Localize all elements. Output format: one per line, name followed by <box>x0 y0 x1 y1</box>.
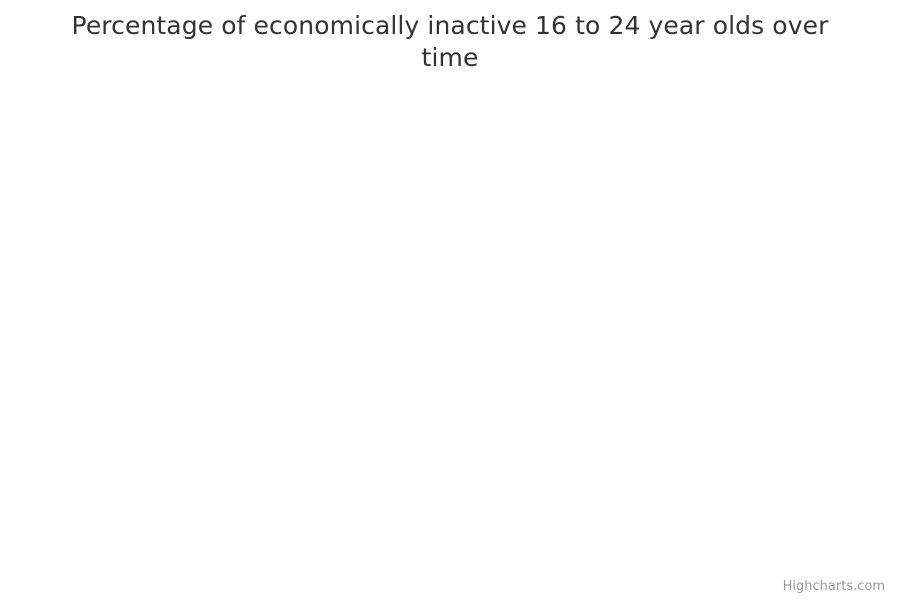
highcharts-credits-link[interactable]: Highcharts.com <box>782 579 885 594</box>
chart-title: Percentage of economically inactive 16 t… <box>71 11 829 72</box>
plot-area <box>10 90 890 560</box>
